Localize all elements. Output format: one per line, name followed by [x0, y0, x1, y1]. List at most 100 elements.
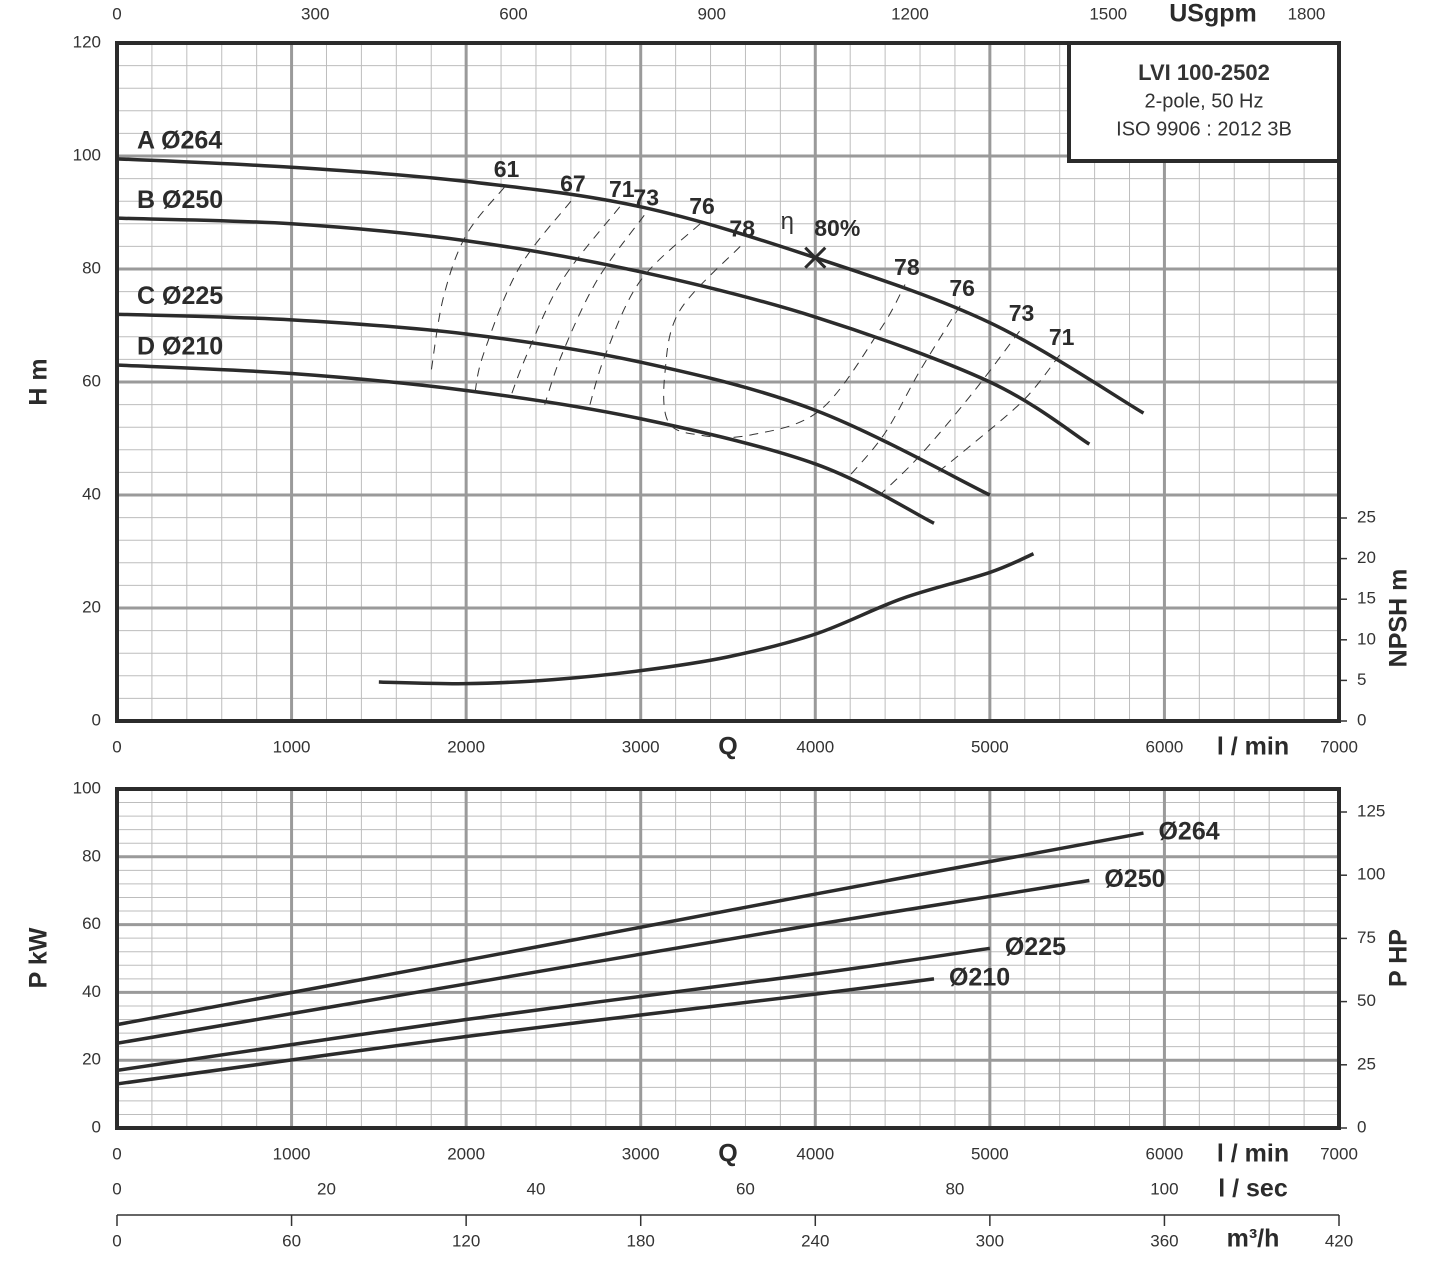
y-tick-label: 0: [92, 710, 101, 729]
y-axis-title: P kW: [25, 927, 53, 988]
y2-tick-label: 100: [1357, 865, 1385, 884]
curve: [116, 157, 1145, 415]
efficiency-label: 73: [1009, 300, 1035, 326]
x-axis-title: Q: [718, 1140, 737, 1168]
y2-tick-label: 15: [1357, 589, 1376, 608]
curve-label: A Ø264: [137, 126, 222, 154]
x-axis-unit: l / min: [1217, 1140, 1289, 1168]
x4-tick-label: 120: [452, 1231, 480, 1250]
x-tick-label: 6000: [1146, 737, 1184, 756]
x-tick-label: 0: [112, 1144, 121, 1163]
efficiency-label: 76: [689, 193, 715, 219]
efficiency-contour: [509, 206, 621, 400]
x2-tick-label: 1500: [1089, 4, 1127, 23]
y2-tick-label: 75: [1357, 928, 1376, 947]
x3-tick-label: 80: [945, 1179, 964, 1198]
curve: [116, 831, 1144, 1027]
y-tick-label: 100: [73, 778, 101, 797]
efficiency-contour: [430, 186, 505, 371]
x3-axis-title: l / sec: [1218, 1175, 1288, 1203]
efficiency-label: 67: [560, 170, 586, 196]
info-title: LVI 100-2502: [1138, 60, 1270, 85]
x3-tick-label: 0: [112, 1179, 121, 1198]
x2-tick-label: 600: [499, 4, 527, 23]
curve-label: Ø225: [1005, 933, 1066, 961]
x3-tick-label: 60: [736, 1179, 755, 1198]
x-tick-label: 1000: [273, 1144, 311, 1163]
efficiency-label: 71: [609, 176, 635, 202]
x-tick-label: 0: [112, 737, 121, 756]
x-tick-label: 3000: [622, 737, 660, 756]
curve-label: Ø264: [1158, 818, 1219, 846]
x4-tick-label: 240: [801, 1231, 829, 1250]
eta-symbol: η: [781, 208, 794, 235]
x4-tick-label: 0: [112, 1231, 121, 1250]
y-tick-label: 80: [82, 846, 101, 865]
curve: [116, 878, 1090, 1045]
x-tick-label: 4000: [796, 737, 834, 756]
curve: [116, 312, 991, 497]
y2-axis-title: P HP: [1385, 929, 1413, 987]
x2-axis-title: USgpm: [1169, 0, 1257, 28]
y2-axis-title: NPSH m: [1385, 569, 1413, 668]
efficiency-point: [904, 284, 906, 286]
efficiency-contour: [474, 200, 572, 394]
info-box: [1067, 41, 1341, 163]
curve: [116, 363, 935, 525]
x4-tick-label: 180: [627, 1231, 655, 1250]
y-tick-label: 20: [82, 597, 101, 616]
efficiency-label: 73: [633, 184, 659, 210]
curve-label: C Ø225: [137, 282, 223, 310]
curve: [116, 946, 991, 1073]
info-line: ISO 9906 : 2012 3B: [1116, 118, 1292, 140]
x-tick-label: 5000: [971, 737, 1009, 756]
x-axis-unit: l / min: [1217, 733, 1289, 761]
y-tick-label: 80: [82, 258, 101, 277]
plot-area: [117, 789, 1339, 1128]
x2-tick-label: 300: [301, 4, 329, 23]
efficiency-label: 78: [894, 254, 920, 280]
x3-tick-label: 20: [317, 1179, 336, 1198]
curve-label: Ø210: [949, 963, 1010, 991]
curve: [378, 552, 1035, 686]
y2-tick-label: 20: [1357, 548, 1376, 567]
x-tick-label: 5000: [971, 1144, 1009, 1163]
efficiency-label: 71: [1049, 324, 1075, 350]
efficiency-label: 61: [494, 156, 520, 182]
plot-frame: [115, 787, 1341, 1130]
x-tick-label: 6000: [1146, 1144, 1184, 1163]
bep-marker: [804, 246, 827, 269]
y-axis-title: H m: [25, 358, 53, 405]
x4-tick-label: 60: [282, 1231, 301, 1250]
y-tick-label: 0: [92, 1117, 101, 1136]
x4-tick-label: 360: [1150, 1231, 1178, 1250]
x2-tick-label: 900: [698, 4, 726, 23]
x3-tick-label: 100: [1150, 1179, 1178, 1198]
curve-label: D Ø210: [137, 333, 223, 361]
x-tick-label: 2000: [447, 737, 485, 756]
efficiency-contour: [544, 215, 645, 405]
y2-tick-label: 25: [1357, 1054, 1376, 1073]
curve-label: B Ø250: [137, 186, 223, 214]
y2-tick-label: 25: [1357, 507, 1376, 526]
efficiency-contour: [587, 223, 701, 411]
x2-tick-label: 1800: [1288, 4, 1326, 23]
efficiency-contour: [937, 354, 1061, 473]
efficiency-contour: [849, 305, 961, 476]
x-tick-label: 3000: [622, 1144, 660, 1163]
x3-tick-label: 40: [526, 1179, 545, 1198]
x-tick-label: 7000: [1320, 1144, 1358, 1163]
x4-axis-title: m³/h: [1227, 1225, 1280, 1253]
curve: [116, 977, 935, 1086]
y2-tick-label: 0: [1357, 1117, 1366, 1136]
x-tick-label: 2000: [447, 1144, 485, 1163]
x-axis-title: Q: [718, 733, 737, 761]
y2-tick-label: 10: [1357, 629, 1376, 648]
efficiency-label: 78: [729, 215, 755, 241]
curve: [116, 216, 1091, 446]
y-tick-label: 60: [82, 371, 101, 390]
efficiency-contour: [663, 246, 906, 439]
x-tick-label: 7000: [1320, 737, 1358, 756]
y-tick-label: 40: [82, 982, 101, 1001]
